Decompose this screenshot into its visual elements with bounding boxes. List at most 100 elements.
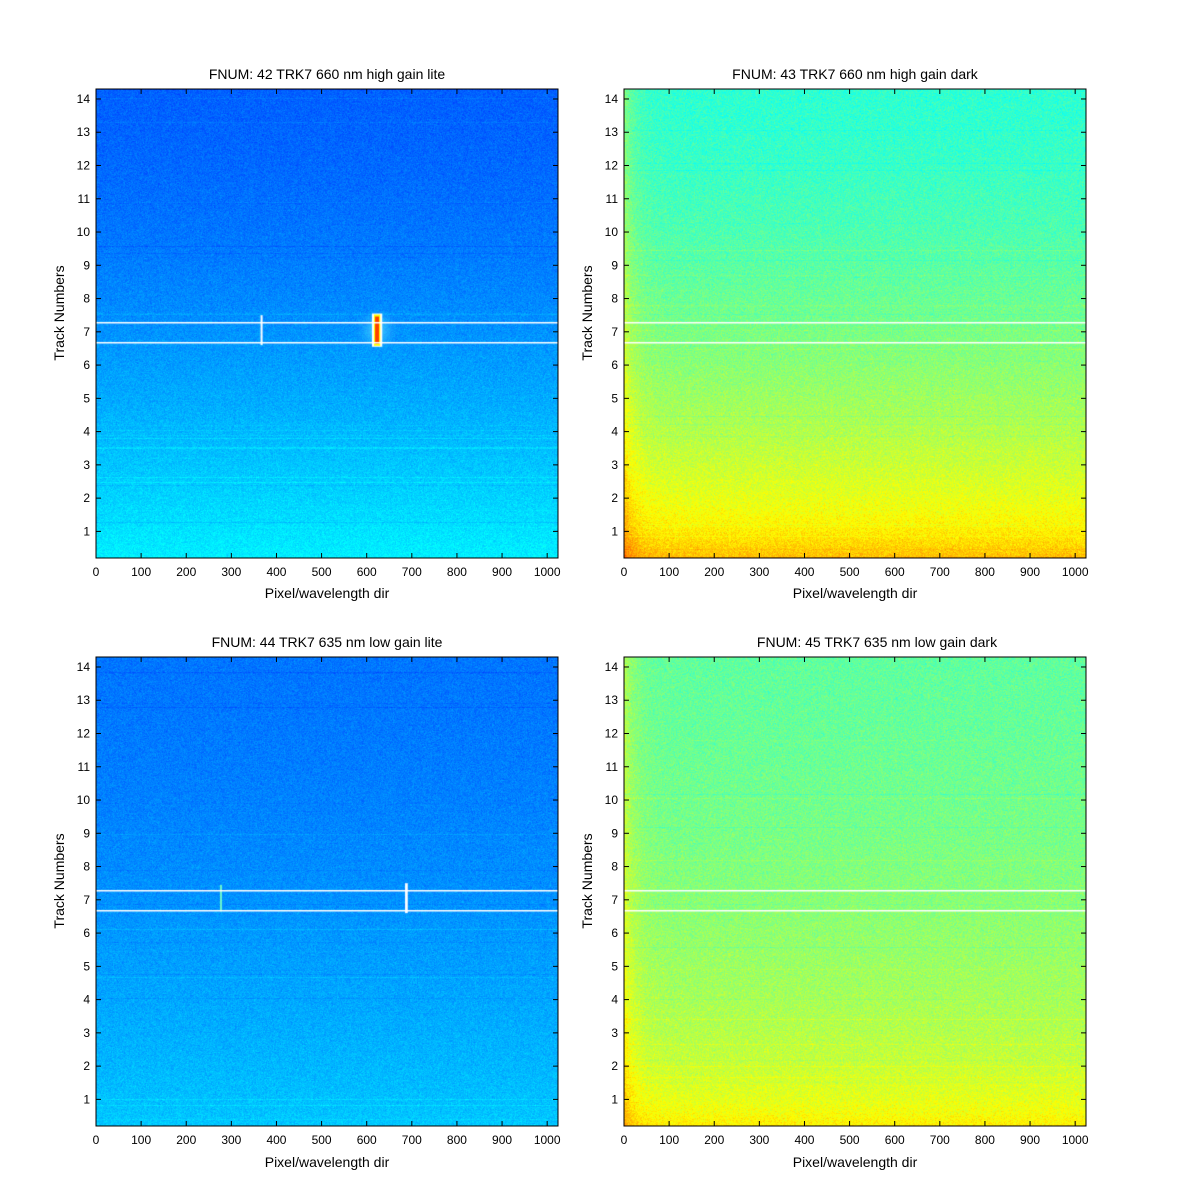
panel-1-xtick-label-7: 700 bbox=[930, 565, 950, 579]
panel-0-ytick-label-3: 4 bbox=[83, 425, 90, 439]
panel-3-ytick-label-5: 6 bbox=[611, 926, 618, 940]
panel-0-xtick-label-8: 800 bbox=[447, 565, 467, 579]
panel-0-xtick-label-6: 600 bbox=[357, 565, 377, 579]
panel-2-ytick-label-13: 14 bbox=[77, 660, 91, 674]
panel-0-xtick-label-10: 1000 bbox=[534, 565, 561, 579]
panel-1-ytick-label-2: 3 bbox=[611, 458, 618, 472]
panel-0-heatmap-wrap bbox=[96, 89, 558, 558]
panel-0-ytick-label-7: 8 bbox=[83, 292, 90, 306]
panel-2-xtick-label-0: 0 bbox=[93, 1133, 100, 1147]
panel-0-ytick-label-5: 6 bbox=[83, 358, 90, 372]
panel-3: FNUM: 45 TRK7 635 nm low gain dark 0 100 2… bbox=[579, 634, 1089, 1170]
panel-0-ytick-label-10: 11 bbox=[78, 192, 91, 206]
panel-3-ytick-label-10: 11 bbox=[606, 760, 619, 774]
panel-2-xtick-label-6: 600 bbox=[357, 1133, 377, 1147]
panel-3-xtick-label-5: 500 bbox=[840, 1133, 860, 1147]
panel-3-xtick-label-1: 100 bbox=[659, 1133, 679, 1147]
panel-2-axes-frame bbox=[95, 656, 559, 1127]
panel-1-ytick-label-1: 2 bbox=[611, 491, 618, 505]
panel-1-ytick-label-10: 11 bbox=[606, 192, 619, 206]
panel-1-heatmap bbox=[624, 89, 1086, 558]
panel-0-heatmap bbox=[96, 89, 558, 558]
panel-3-xticks: 0 100 200 300 400 500 600 700 800 900 1000 bbox=[621, 657, 1089, 1147]
panel-3-ytick-label-13: 14 bbox=[605, 660, 619, 674]
panel-1-ytick-label-0: 1 bbox=[611, 524, 618, 538]
panel-2-ytick-label-2: 3 bbox=[83, 1026, 90, 1040]
panel-0-ytick-label-11: 12 bbox=[77, 159, 91, 173]
panel-3-ytick-label-7: 8 bbox=[611, 860, 618, 874]
panel-1-xlabel: Pixel/wavelength dir bbox=[793, 585, 918, 601]
panel-1-xtick-label-1: 100 bbox=[659, 565, 679, 579]
panel-0-ytick-label-4: 5 bbox=[83, 391, 90, 405]
panel-2-xtick-label-1: 100 bbox=[131, 1133, 151, 1147]
panel-0-ytick-label-2: 3 bbox=[83, 458, 90, 472]
panel-0-axes-frame bbox=[95, 88, 559, 559]
panel-3-xtick-label-9: 900 bbox=[1020, 1133, 1040, 1147]
panel-0: FNUM: 42 TRK7 660 nm high gain lite 0 100… bbox=[51, 66, 561, 601]
panel-1-title: FNUM: 43 TRK7 660 nm high gain dark bbox=[732, 66, 979, 82]
panel-1-xtick-label-8: 800 bbox=[975, 565, 995, 579]
panel-2-ytick-label-3: 4 bbox=[83, 993, 90, 1007]
panel-3-ytick-label-4: 5 bbox=[611, 959, 618, 973]
panel-2-ytick-label-11: 12 bbox=[77, 727, 91, 741]
panel-0-ytick-label-12: 13 bbox=[77, 125, 91, 139]
panel-3-xtick-label-4: 400 bbox=[794, 1133, 814, 1147]
panel-2-ylabel: Track Numbers bbox=[51, 833, 67, 928]
panel-3-ytick-label-9: 10 bbox=[605, 793, 619, 807]
panel-1-xticks: 0 100 200 300 400 500 600 700 800 900 1000 bbox=[621, 89, 1089, 579]
panel-1-ytick-label-7: 8 bbox=[611, 292, 618, 306]
panel-2-xtick-label-4: 400 bbox=[266, 1133, 286, 1147]
panel-1-xtick-label-10: 1000 bbox=[1062, 565, 1089, 579]
panel-2-ytick-label-6: 7 bbox=[83, 893, 90, 907]
panel-0-xtick-label-5: 500 bbox=[312, 565, 332, 579]
panel-0-xlabel: Pixel/wavelength dir bbox=[265, 585, 390, 601]
panel-1-xtick-label-3: 300 bbox=[749, 565, 769, 579]
panel-1-xtick-label-2: 200 bbox=[704, 565, 724, 579]
panel-2-ytick-label-5: 6 bbox=[83, 926, 90, 940]
panel-1-xtick-label-5: 500 bbox=[840, 565, 860, 579]
panel-2-title: FNUM: 44 TRK7 635 nm low gain lite bbox=[212, 634, 443, 650]
panel-3-heatmap-wrap bbox=[624, 657, 1086, 1126]
panel-0-xtick-label-4: 400 bbox=[266, 565, 286, 579]
panel-0-xticks: 0 100 200 300 400 500 600 700 800 900 1000 bbox=[93, 89, 561, 579]
panel-2-xticks: 0 100 200 300 400 500 600 700 800 900 1000 bbox=[93, 657, 561, 1147]
panel-3-xtick-label-0: 0 bbox=[621, 1133, 628, 1147]
panel-3-xtick-label-8: 800 bbox=[975, 1133, 995, 1147]
panel-1-xtick-label-6: 600 bbox=[885, 565, 905, 579]
panel-2-ytick-label-1: 2 bbox=[83, 1059, 90, 1073]
panel-2-xtick-label-3: 300 bbox=[221, 1133, 241, 1147]
panel-1-ytick-label-8: 9 bbox=[611, 258, 618, 272]
panel-2-ytick-label-7: 8 bbox=[83, 860, 90, 874]
panel-2-xtick-label-8: 800 bbox=[447, 1133, 467, 1147]
panel-2-xtick-label-9: 900 bbox=[492, 1133, 512, 1147]
panel-3-xtick-label-10: 1000 bbox=[1062, 1133, 1089, 1147]
panel-2-ytick-label-10: 11 bbox=[78, 760, 91, 774]
panel-1-ytick-label-4: 5 bbox=[611, 391, 618, 405]
panel-3-ytick-label-11: 12 bbox=[605, 727, 619, 741]
panel-2-ytick-label-8: 9 bbox=[83, 826, 90, 840]
panel-3-heatmap bbox=[624, 657, 1086, 1126]
panel-3-title: FNUM: 45 TRK7 635 nm low gain dark bbox=[757, 634, 998, 650]
panel-1-xtick-label-0: 0 bbox=[621, 565, 628, 579]
panel-3-xtick-label-3: 300 bbox=[749, 1133, 769, 1147]
panel-2: FNUM: 44 TRK7 635 nm low gain lite 0 100 2… bbox=[51, 634, 561, 1170]
panel-0-xtick-label-9: 900 bbox=[492, 565, 512, 579]
panel-1-ytick-label-12: 13 bbox=[605, 125, 619, 139]
panel-3-ylabel: Track Numbers bbox=[579, 833, 595, 928]
panel-3-axes-frame bbox=[623, 656, 1087, 1127]
panel-0-ytick-label-6: 7 bbox=[83, 325, 90, 339]
panel-2-xtick-label-2: 200 bbox=[176, 1133, 196, 1147]
panel-1-ytick-label-13: 14 bbox=[605, 92, 619, 106]
panel-1-xtick-label-4: 400 bbox=[794, 565, 814, 579]
panel-2-ytick-label-9: 10 bbox=[77, 793, 91, 807]
panel-1-ytick-label-3: 4 bbox=[611, 425, 618, 439]
panel-3-ytick-label-2: 3 bbox=[611, 1026, 618, 1040]
panel-0-ytick-label-8: 9 bbox=[83, 258, 90, 272]
panel-1-ytick-label-11: 12 bbox=[605, 159, 619, 173]
panel-2-xlabel: Pixel/wavelength dir bbox=[265, 1154, 390, 1170]
panel-2-xtick-label-10: 1000 bbox=[534, 1133, 561, 1147]
panel-0-xtick-label-7: 700 bbox=[402, 565, 422, 579]
panel-1-ytick-label-6: 7 bbox=[611, 325, 618, 339]
